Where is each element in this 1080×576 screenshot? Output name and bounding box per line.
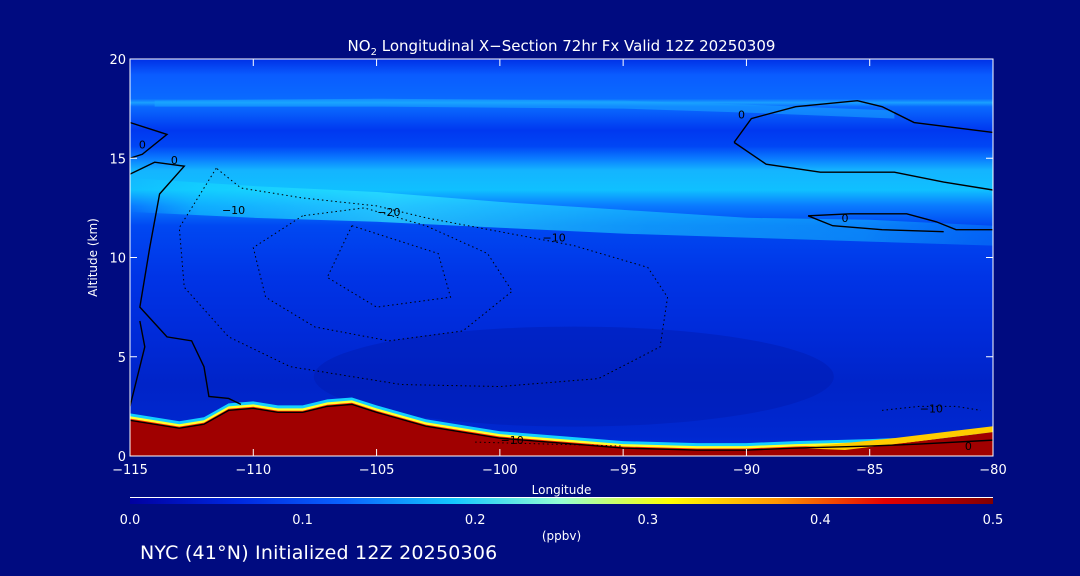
colorbar-scale <box>130 498 993 504</box>
x-tick-label: −110 <box>235 463 271 478</box>
terrain-outline <box>130 403 993 451</box>
x-tick-label: −105 <box>359 463 395 478</box>
colorbar-tick-label: 0.2 <box>465 513 486 528</box>
boundary-layer-darkred <box>130 404 993 456</box>
contour-line-negative <box>881 405 981 411</box>
x-tick-label: −85 <box>856 463 883 478</box>
colorbar-tick-label: 0.3 <box>637 513 658 528</box>
y-tick-label: 0 <box>118 450 126 465</box>
colorbar-units: (ppbv) <box>542 529 581 543</box>
colorbar-tick-label: 0.0 <box>120 513 141 528</box>
tropopause-band <box>130 178 993 246</box>
x-tick-label: −80 <box>979 463 1006 478</box>
contour-label: 0 <box>842 212 849 225</box>
contour-line-negative <box>178 167 669 388</box>
contour-line <box>130 320 146 407</box>
footer-caption: NYC (41°N) Initialized 12Z 20250306 <box>140 542 498 564</box>
contour-label: −10 <box>920 402 943 415</box>
chart-title: NO2 Longitudinal X−Section 72hr Fx Valid… <box>348 37 776 58</box>
y-tick-label: 5 <box>118 351 126 366</box>
x-tick-label: −90 <box>733 463 760 478</box>
x-tick-label: −95 <box>609 463 636 478</box>
x-axis-title: Longitude <box>532 483 592 497</box>
contour-label: −10 <box>542 232 565 245</box>
colorbar-tick-label: 0.5 <box>983 513 1004 528</box>
colorbar: 0.0 0.1 0.2 0.3 0.4 0.5 (ppbv) <box>120 497 1004 543</box>
y-tick-label: 10 <box>109 252 126 267</box>
y-tick-label: 20 <box>109 53 126 68</box>
colorbar-tick-label: 0.4 <box>810 513 831 528</box>
x-tick-label: −100 <box>482 463 518 478</box>
colorbar-tick-label: 0.1 <box>292 513 313 528</box>
contour-label: −10 <box>501 434 524 447</box>
east-surface-yellow <box>795 426 993 451</box>
concentration-field <box>130 59 993 456</box>
contour-label: 0 <box>139 138 146 151</box>
contour-label: 0 <box>738 109 745 122</box>
upper-band <box>154 98 895 119</box>
contour-line <box>807 215 944 233</box>
contour-line <box>733 99 993 143</box>
y-axis: 0 5 10 15 20 Altitude (km) <box>86 53 993 465</box>
contour-label: 0 <box>171 154 178 167</box>
contour-line <box>130 121 169 159</box>
svg-text:NO2 Longitudinal X−Section 72h: NO2 Longitudinal X−Section 72hr Fx Valid… <box>348 37 776 58</box>
contour-line <box>733 141 993 191</box>
low-concentration-region <box>313 326 834 427</box>
contour-line <box>130 161 242 406</box>
contour-label: 0 <box>965 440 972 453</box>
contour-line <box>808 213 993 231</box>
x-tick-label: −115 <box>112 463 148 478</box>
y-axis-title: Altitude (km) <box>86 218 100 297</box>
contour-label: −10 <box>222 204 245 217</box>
contour-label: −20 <box>377 206 400 219</box>
y-tick-label: 15 <box>109 152 126 167</box>
plot-area: 0 0 −10 −20 −10 0 0 −10 −10 0 <box>130 59 993 456</box>
